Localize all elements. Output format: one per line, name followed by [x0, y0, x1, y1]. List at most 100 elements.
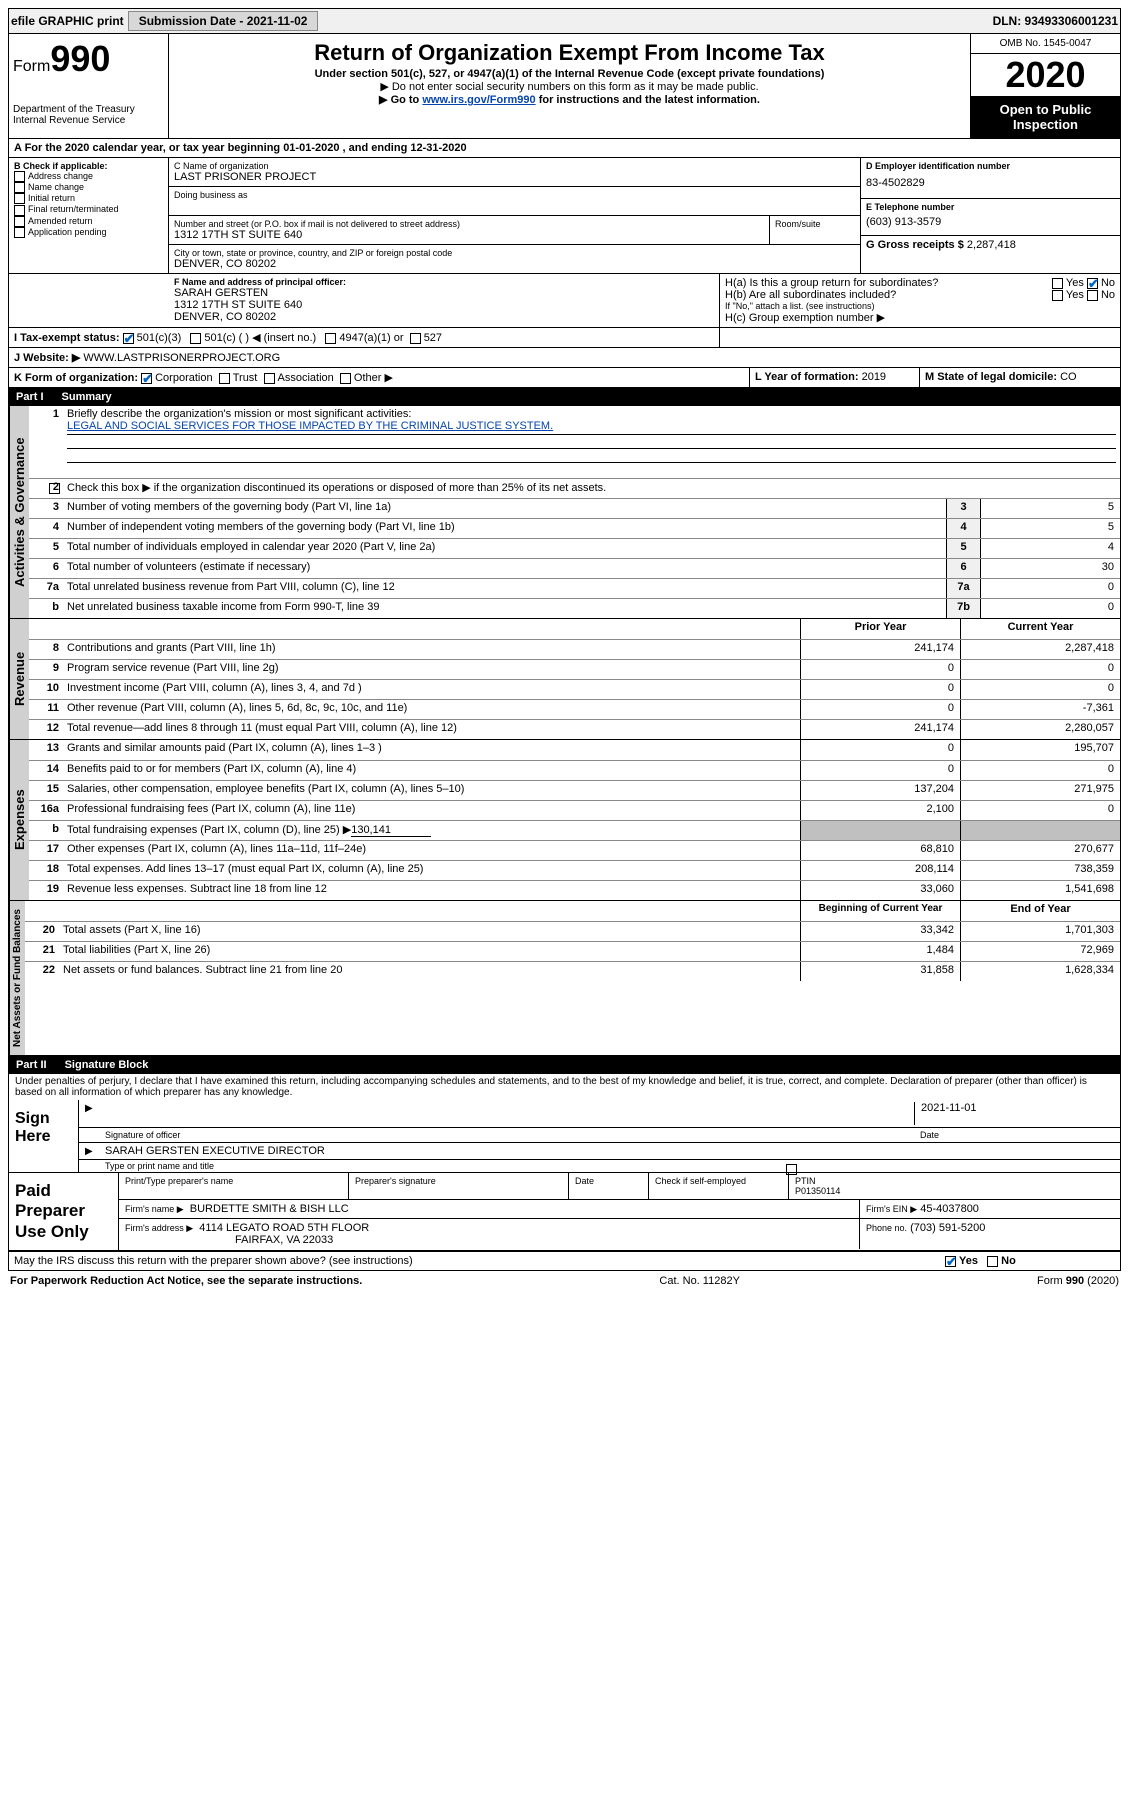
i-4947[interactable]: [325, 333, 336, 344]
mission-text[interactable]: LEGAL AND SOCIAL SERVICES FOR THOSE IMPA…: [67, 420, 553, 432]
revenue-table: Revenue Prior Year Current Year 8Contrib…: [8, 619, 1121, 740]
sign-here-label: Sign Here: [9, 1100, 79, 1172]
checkbox-initial-return[interactable]: [14, 193, 25, 204]
ha-lbl: H(a) Is this a group return for subordin…: [725, 277, 1052, 289]
checkbox-name-change[interactable]: [14, 182, 25, 193]
form-number: Form990: [13, 38, 164, 80]
checkbox-pending[interactable]: [14, 227, 25, 238]
topbar: efile GRAPHIC print Submission Date - 20…: [8, 8, 1121, 34]
goto-post: for instructions and the latest informat…: [536, 94, 760, 106]
d-ein-lbl: D Employer identification number: [866, 161, 1115, 171]
l12-curr: 2,280,057: [960, 720, 1120, 739]
k-corp[interactable]: [141, 373, 152, 384]
discuss-no[interactable]: [987, 1256, 998, 1267]
checkbox-address-change[interactable]: [14, 171, 25, 182]
l8-prior: 241,174: [800, 640, 960, 659]
l16b-prior: [800, 821, 960, 840]
discuss-yes[interactable]: [945, 1256, 956, 1267]
l13-text: Grants and similar amounts paid (Part IX…: [63, 740, 800, 760]
l5-val: 4: [980, 539, 1120, 558]
hb-yes[interactable]: [1052, 290, 1063, 301]
opt-initial-return: Initial return: [28, 193, 75, 203]
paid-preparer-label: Paid Preparer Use Only: [9, 1173, 119, 1250]
i-501c[interactable]: [190, 333, 201, 344]
opt-final-return: Final return/terminated: [28, 204, 119, 214]
opt-name-change: Name change: [28, 182, 84, 192]
prep-name-hdr: Print/Type preparer's name: [119, 1173, 349, 1199]
l18-curr: 738,359: [960, 861, 1120, 880]
sig-officer-lbl: Signature of officer: [105, 1130, 914, 1140]
self-employed-checkbox[interactable]: [786, 1164, 797, 1175]
section-bcde: B Check if applicable: Address change Na…: [8, 158, 1121, 274]
l22-prior: 31,858: [800, 962, 960, 981]
checkbox-final-return[interactable]: [14, 205, 25, 216]
tab-revenue: Revenue: [9, 619, 29, 739]
l22-curr: 1,628,334: [960, 962, 1120, 981]
footer-right: Form 990 (2020): [1037, 1275, 1119, 1287]
g-receipts-lbl: G Gross receipts $: [866, 239, 964, 251]
part2-title: Part II: [16, 1059, 47, 1071]
i-501c3[interactable]: [123, 333, 134, 344]
irs-link[interactable]: www.irs.gov/Form990: [422, 94, 535, 106]
officer-addr2: DENVER, CO 80202: [174, 311, 714, 323]
section-fh: F Name and address of principal officer:…: [8, 274, 1121, 327]
form-990: 990: [50, 38, 110, 79]
l8-curr: 2,287,418: [960, 640, 1120, 659]
org-city: DENVER, CO 80202: [174, 258, 855, 270]
l7b-text: Net unrelated business taxable income fr…: [63, 599, 946, 618]
ha-yes[interactable]: [1052, 278, 1063, 289]
k-trust[interactable]: [219, 373, 230, 384]
k-assoc[interactable]: [264, 373, 275, 384]
l3-val: 5: [980, 499, 1120, 518]
submission-date-button[interactable]: Submission Date - 2021-11-02: [128, 11, 319, 31]
page-footer: For Paperwork Reduction Act Notice, see …: [8, 1271, 1121, 1291]
sign-arrow-icon: [85, 1102, 105, 1125]
l2-checkbox[interactable]: [49, 483, 60, 494]
sign-date: 2021-11-01: [914, 1102, 1114, 1125]
opt-address-change: Address change: [28, 171, 93, 181]
m-lbl: M State of legal domicile:: [925, 371, 1057, 383]
opt-amended: Amended return: [28, 216, 93, 226]
tab-netassets: Net Assets or Fund Balances: [9, 901, 25, 1055]
dept-label: Department of the Treasury Internal Reve…: [13, 104, 164, 126]
firm-ein: 45-4037800: [920, 1203, 979, 1215]
l9-prior: 0: [800, 660, 960, 679]
l14-curr: 0: [960, 761, 1120, 780]
ha-no[interactable]: [1087, 278, 1098, 289]
firm-phone: (703) 591-5200: [910, 1222, 985, 1234]
firm-addr1: 4114 LEGATO ROAD 5TH FLOOR: [199, 1222, 369, 1234]
l4-text: Number of independent voting members of …: [63, 519, 946, 538]
l20-text: Total assets (Part X, line 16): [59, 922, 800, 941]
l9-curr: 0: [960, 660, 1120, 679]
l10-prior: 0: [800, 680, 960, 699]
hb-no[interactable]: [1087, 290, 1098, 301]
footer-mid: Cat. No. 11282Y: [659, 1275, 740, 1287]
i-527[interactable]: [410, 333, 421, 344]
l4-val: 5: [980, 519, 1120, 538]
hdr-curr: Current Year: [960, 619, 1120, 639]
l19-curr: 1,541,698: [960, 881, 1120, 900]
gross-receipts: 2,287,418: [967, 239, 1016, 251]
l1-lbl: Briefly describe the organization's miss…: [67, 408, 411, 420]
l15-text: Salaries, other compensation, employee b…: [63, 781, 800, 800]
l10-text: Investment income (Part VIII, column (A)…: [63, 680, 800, 699]
l18-prior: 208,114: [800, 861, 960, 880]
officer-sig-name: SARAH GERSTEN EXECUTIVE DIRECTOR: [105, 1145, 325, 1157]
checkbox-amended[interactable]: [14, 216, 25, 227]
k-other[interactable]: [340, 373, 351, 384]
firm-name-lbl: Firm's name ▶: [125, 1204, 184, 1214]
omb-number: OMB No. 1545-0047: [971, 34, 1120, 54]
l11-curr: -7,361: [960, 700, 1120, 719]
form-header: Form990 Department of the Treasury Inter…: [8, 34, 1121, 139]
ptin-val: P01350114: [795, 1186, 840, 1196]
state-domicile: CO: [1060, 371, 1077, 383]
expenses-table: Expenses 13Grants and similar amounts pa…: [8, 740, 1121, 901]
j-lbl: J Website: ▶: [14, 352, 80, 364]
website-value: WWW.LASTPRISONERPROJECT.ORG: [83, 352, 280, 364]
hb-note: If "No," attach a list. (see instruction…: [725, 301, 1115, 311]
discuss-row: May the IRS discuss this return with the…: [8, 1251, 1121, 1271]
tab-expenses: Expenses: [9, 740, 29, 900]
paid-preparer-block: Paid Preparer Use Only Print/Type prepar…: [8, 1173, 1121, 1251]
hdr-beg: Beginning of Current Year: [800, 901, 960, 921]
hb-lbl: H(b) Are all subordinates included?: [725, 289, 1052, 301]
